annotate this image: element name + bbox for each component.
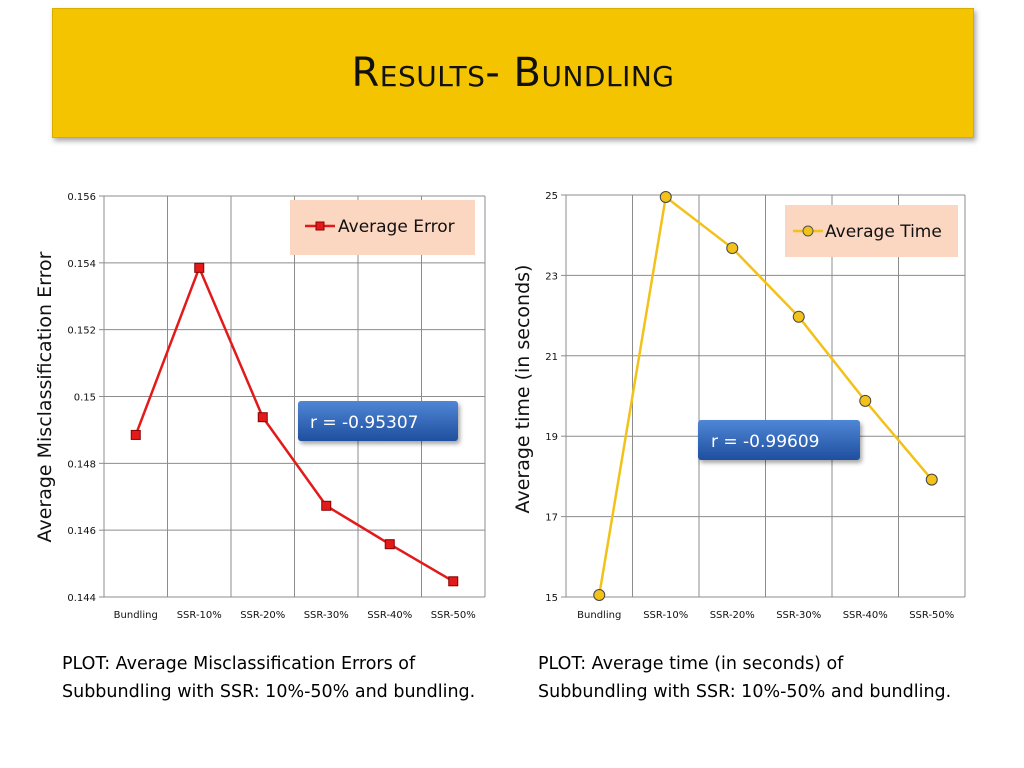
x-tick-label: SSR-40% <box>843 610 888 621</box>
y-tick-label: 17 <box>545 513 558 524</box>
y-tick-label: 25 <box>545 191 558 202</box>
slide-title: Results- Bundling <box>351 50 675 96</box>
time-chart: 15 17 19 21 23 25 Bundling SSR-10% SSR-20% SSR-30… <box>512 191 966 621</box>
data-point <box>859 394 872 407</box>
legend-marker-swatch <box>802 225 814 237</box>
error-chart: 0.144 0.146 0.148 0.15 0.152 0.154 0.156 Bundli… <box>34 192 486 621</box>
data-point <box>726 242 739 255</box>
data-point <box>321 500 332 511</box>
x-tick-label: SSR-30% <box>776 610 821 621</box>
x-tick-label: SSR-50% <box>909 610 954 621</box>
caption-error-chart: PLOT: Average Misclassification Errors o… <box>62 654 476 702</box>
title-banner: Results- Bundling <box>52 8 974 138</box>
y-tick-label: 0.144 <box>67 593 96 604</box>
x-tick-label: SSR-30% <box>304 610 349 621</box>
y-axis-label: Average time (in seconds) <box>512 265 534 514</box>
x-tick-label: SSR-20% <box>240 610 285 621</box>
data-point <box>194 262 205 273</box>
x-tick-label: SSR-10% <box>643 610 688 621</box>
series-line <box>598 195 933 596</box>
y-tick-label: 23 <box>545 271 558 282</box>
y-tick-label: 0.154 <box>67 259 96 270</box>
legend-label: Average Time <box>825 222 942 242</box>
data-point <box>130 429 141 440</box>
y-tick-label: 0.156 <box>67 192 96 203</box>
data-point <box>593 588 606 601</box>
data-point <box>792 310 805 323</box>
data-point <box>448 576 459 587</box>
x-tick-label: SSR-10% <box>177 610 222 621</box>
data-point <box>925 473 938 486</box>
correlation-label: r = -0.99609 <box>711 432 819 452</box>
x-tick-label: SSR-20% <box>710 610 755 621</box>
y-tick-label: 15 <box>545 593 558 604</box>
data-point <box>384 539 395 550</box>
series-line <box>134 266 454 583</box>
legend-marker-swatch <box>315 221 325 231</box>
y-tick-label: 21 <box>545 352 558 363</box>
y-tick-label: 0.146 <box>67 526 96 537</box>
correlation-box <box>698 420 860 460</box>
correlation-box <box>298 401 458 441</box>
data-point <box>257 412 268 423</box>
x-tick-label: SSR-40% <box>367 610 412 621</box>
x-tick-label: SSR-50% <box>431 610 476 621</box>
y-tick-label: 0.152 <box>67 326 96 337</box>
y-axis-label: Average Misclassification Error <box>34 251 56 542</box>
x-tick-label: Bundling <box>114 610 158 621</box>
legend-label: Average Error <box>338 217 455 237</box>
data-point <box>659 191 672 204</box>
y-tick-label: 0.15 <box>74 393 96 404</box>
y-tick-label: 19 <box>545 432 558 443</box>
correlation-label: r = -0.95307 <box>310 413 418 433</box>
caption-time-chart: PLOT: Average time (in seconds) of Subbu… <box>538 654 952 702</box>
y-tick-label: 0.148 <box>67 459 96 470</box>
x-tick-label: Bundling <box>577 610 621 621</box>
